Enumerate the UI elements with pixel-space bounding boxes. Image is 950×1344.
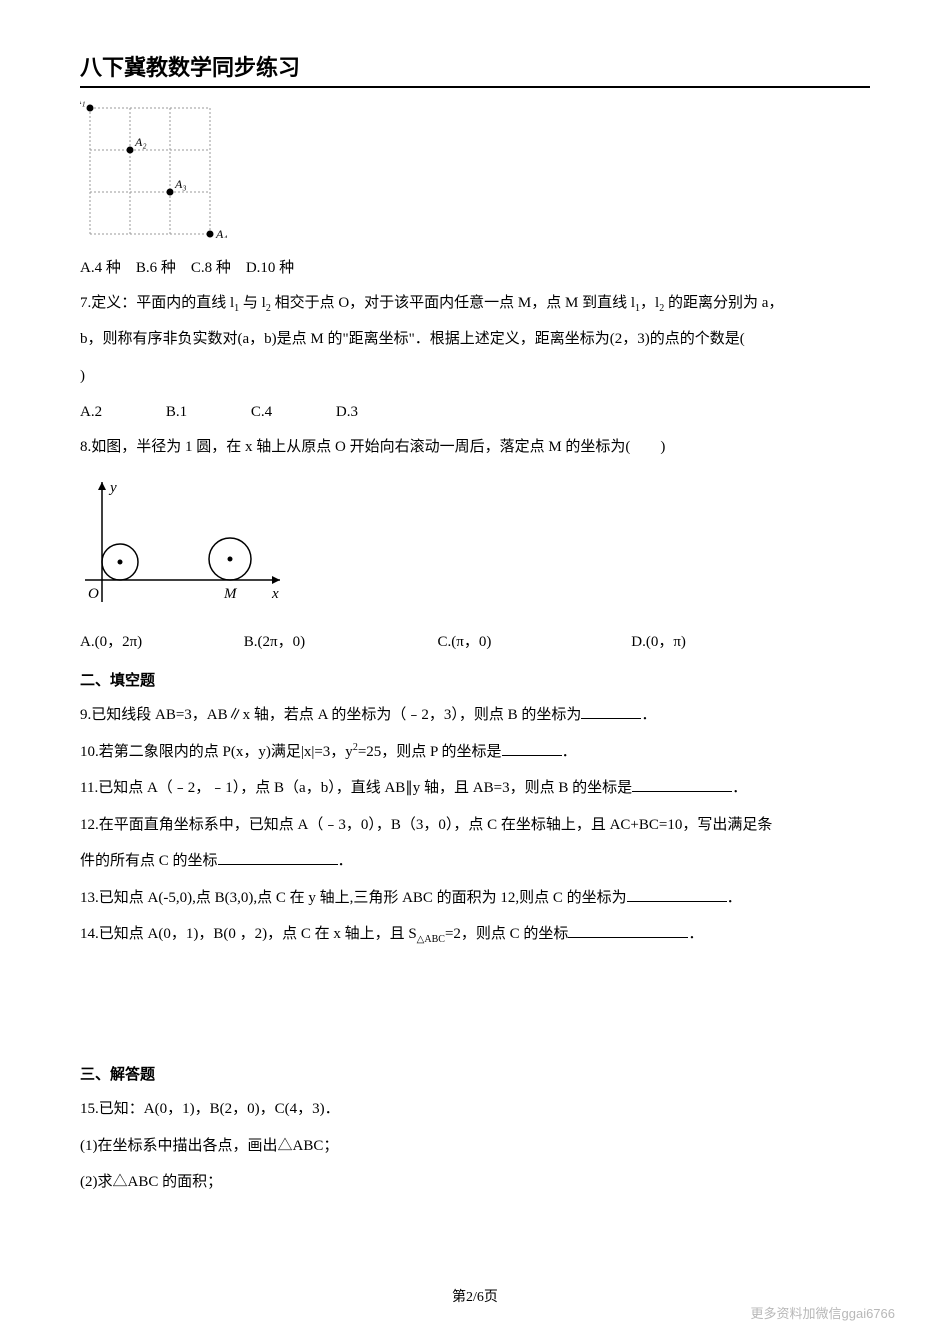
q14-text: =2，则点 C 的坐标: [445, 926, 568, 942]
blank: [218, 851, 338, 865]
q7-text: 与 l: [239, 295, 266, 311]
blank: [568, 924, 688, 938]
choice-b: B.1: [166, 395, 187, 430]
blank: [581, 705, 641, 719]
q7-text: 7.定义：平面内的直线 l: [80, 295, 234, 311]
q10-text: 10.若第二象限内的点 P(x，y)满足|x|=3，y: [80, 744, 353, 760]
punct: ．: [641, 707, 656, 723]
watermark: 更多资料加微信ggai6766: [751, 1303, 896, 1322]
sub: △ABC: [417, 934, 445, 945]
blank: [502, 742, 562, 756]
choice-a: A.(0，2π): [80, 625, 240, 660]
q15-line2: (1)在坐标系中描出各点，画出△ABC；: [80, 1129, 870, 1164]
q11-text: 11.已知点 A（﹣2，﹣1），点 B（a，b），直线 AB∥y 轴，且 AB=…: [80, 780, 632, 796]
punct: ．: [688, 926, 703, 942]
svg-text:A₃: A₃: [174, 177, 187, 191]
q6-choices: A.4 种 B.6 种 C.8 种 D.10 种: [80, 251, 870, 286]
choice-a: A.2: [80, 395, 102, 430]
q9-text: 9.已知线段 AB=3，AB∥x 轴，若点 A 的坐标为（﹣2，3），则点 B …: [80, 707, 581, 723]
q15-line3: (2)求△ABC 的面积；: [80, 1165, 870, 1200]
q7-text: ，l: [640, 295, 659, 311]
svg-text:M: M: [223, 586, 238, 602]
q9: 9.已知线段 AB=3，AB∥x 轴，若点 A 的坐标为（﹣2，3），则点 B …: [80, 698, 870, 733]
q7-line3: ): [80, 359, 870, 394]
svg-text:O: O: [88, 586, 99, 602]
punct: ．: [562, 744, 577, 760]
q8-text: 8.如图，半径为 1 圆，在 x 轴上从原点 O 开始向右滚动一周后，落定点 M…: [80, 430, 870, 465]
choice-c: C.(π，0): [438, 625, 628, 660]
q8-choices: A.(0，2π) B.(2π，0) C.(π，0) D.(0，π): [80, 625, 870, 660]
q13-text: 13.已知点 A(-5,0),点 B(3,0),点 C 在 y 轴上,三角形 A…: [80, 890, 627, 906]
section-2-title: 二、填空题: [80, 664, 870, 699]
svg-text:A₂: A₂: [134, 135, 147, 149]
svg-text:y: y: [108, 480, 117, 496]
q13: 13.已知点 A(-5,0),点 B(3,0),点 C 在 y 轴上,三角形 A…: [80, 881, 870, 916]
q12-line1: 12.在平面直角坐标系中，已知点 A（﹣3，0），B（3，0），点 C 在坐标轴…: [80, 808, 870, 843]
svg-text:x: x: [271, 586, 279, 602]
q7-line1: 7.定义：平面内的直线 l1 与 l2 相交于点 O，对于该平面内任意一点 M，…: [80, 286, 870, 321]
q7-choices: A.2 B.1 C.4 D.3: [80, 395, 870, 430]
choice-c: C.4: [251, 395, 272, 430]
q7-text: 的距离分别为 a，: [664, 295, 783, 311]
grid-figure: A₁ A₂ A₃ A₄: [80, 98, 870, 243]
q14-text: 14.已知点 A(0，1)，B(0 ，2)，点 C 在 x 轴上，且 S: [80, 926, 417, 942]
choice-d: D.3: [336, 395, 358, 430]
choice-d: D.(0，π): [631, 625, 686, 660]
svg-text:A₄: A₄: [215, 227, 228, 238]
q12-line2: 件的所有点 C 的坐标 ．: [80, 844, 870, 879]
q10: 10.若第二象限内的点 P(x，y)满足|x|=3，y2=25，则点 P 的坐标…: [80, 735, 870, 770]
punct: ．: [338, 853, 353, 869]
q7-text: 相交于点 O，对于该平面内任意一点 M，点 M 到直线 l: [271, 295, 635, 311]
q7-line2: b，则称有序非负实数对(a，b)是点 M 的"距离坐标"．根据上述定义，距离坐标…: [80, 322, 870, 357]
q12-text: 件的所有点 C 的坐标: [80, 853, 218, 869]
circle-figure: y x O M: [80, 472, 870, 617]
section-3-title: 三、解答题: [80, 1058, 870, 1093]
punct: ．: [732, 780, 747, 796]
blank: [632, 778, 732, 792]
q10-text: =25，则点 P 的坐标是: [358, 744, 502, 760]
q15-line1: 15.已知：A(0，1)，B(2，0)，C(4，3)．: [80, 1092, 870, 1127]
q14: 14.已知点 A(0，1)，B(0 ，2)，点 C 在 x 轴上，且 S△ABC…: [80, 917, 870, 952]
punct: ．: [727, 890, 742, 906]
spacer: [80, 954, 870, 1054]
page-title: 八下冀教数学同步练习: [80, 50, 870, 88]
svg-text:A₁: A₁: [80, 98, 86, 107]
choice-b: B.(2π，0): [244, 625, 434, 660]
q11: 11.已知点 A（﹣2，﹣1），点 B（a，b），直线 AB∥y 轴，且 AB=…: [80, 771, 870, 806]
blank: [627, 888, 727, 902]
